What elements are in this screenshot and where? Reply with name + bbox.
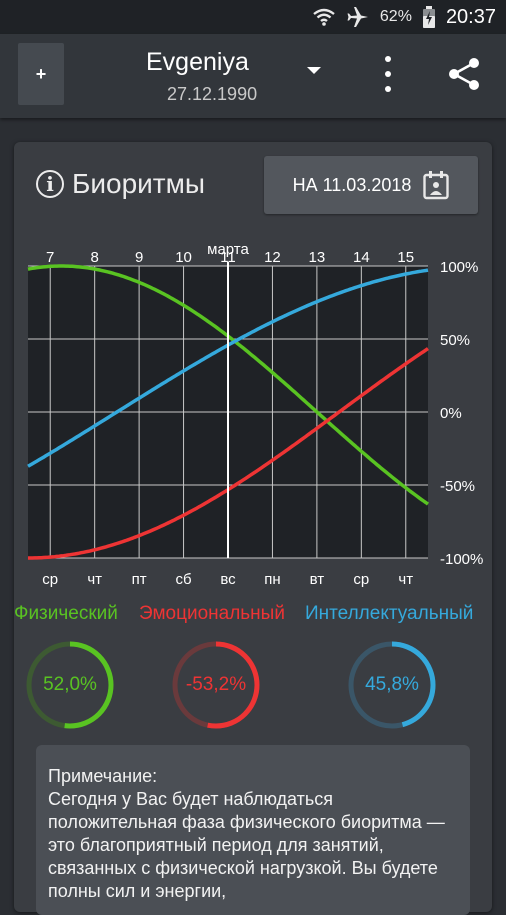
x-bottom-tick-label: сб — [176, 571, 192, 588]
profile-name[interactable]: Evgeniya — [146, 48, 249, 76]
legend-intellectual: Интеллектуальный — [305, 603, 474, 624]
date-button-label: НА 11.03.2018 — [292, 174, 412, 195]
clock: 20:37 — [445, 5, 496, 28]
legend-physical: Физический — [14, 603, 118, 624]
x-bottom-tick-label: чт — [87, 571, 102, 588]
profile-birthdate: 27.12.1990 — [167, 84, 258, 104]
x-top-tick-label: 8 — [90, 249, 98, 266]
month-label: марта — [207, 241, 249, 258]
gauge-fill — [348, 641, 436, 729]
x-top-tick-label: 9 — [135, 249, 143, 266]
wifi-icon — [313, 8, 335, 26]
more-vert-icon[interactable] — [378, 56, 398, 92]
note-panel: Примечание: Сегодня у Вас будет наблюдат… — [36, 745, 470, 915]
status-icons: 62% 20:37 — [312, 4, 496, 30]
intellectual-value: 45,8% — [365, 674, 419, 695]
card-title: i Биоритмы — [36, 168, 205, 200]
intellectual-gauge: 45,8% — [346, 639, 438, 731]
y-tick-label: 100% — [440, 259, 478, 276]
x-bottom-tick-label: пн — [264, 571, 280, 588]
gauge-fill — [172, 641, 260, 729]
emotional-value: -53,2% — [185, 674, 247, 695]
share-icon[interactable] — [446, 56, 482, 92]
legend-emotional: Эмоциональный — [139, 603, 285, 624]
y-tick-label: 50% — [440, 332, 470, 349]
x-bottom-tick-label: ср — [353, 571, 369, 588]
calendar-icon — [423, 171, 450, 200]
x-bottom-tick-label: пт — [132, 571, 147, 588]
airplane-icon — [347, 7, 368, 27]
battery-percent: 62% — [379, 8, 412, 25]
x-bottom-tick-label: вс — [220, 571, 236, 588]
x-top-tick-label: 14 — [353, 249, 370, 266]
biorhythm-chart: марта 7 ср 8 чт 9 пт 10 сб 11 вс 12 пн 13 вт 14 ср 15 чт 1… — [27, 241, 483, 588]
card-title-text: Биоритмы — [72, 168, 205, 199]
app-bar: + Evgeniya 27.12.1990 — [0, 34, 506, 118]
emotional-gauge: -53,2% — [170, 639, 262, 731]
x-top-tick-label: 11 — [220, 249, 236, 266]
x-top-tick-label: 12 — [264, 249, 281, 266]
add-profile-button[interactable]: + — [18, 43, 64, 105]
y-tick-label: -100% — [440, 551, 483, 568]
dropdown-icon[interactable] — [307, 67, 321, 74]
status-bar: 62% 20:37 — [0, 0, 506, 34]
gauge-fill — [26, 641, 114, 729]
x-bottom-tick-label: ср — [42, 571, 58, 588]
physical-value: 52,0% — [43, 674, 97, 695]
x-top-tick-label: 15 — [397, 249, 414, 266]
y-tick-label: -50% — [440, 478, 475, 495]
y-tick-label: 0% — [440, 405, 462, 422]
x-bottom-tick-label: вт — [310, 571, 325, 588]
x-top-tick-label: 10 — [175, 249, 192, 266]
info-icon[interactable]: i — [36, 170, 64, 198]
x-top-tick-label: 13 — [309, 249, 326, 266]
physical-gauge: 52,0% — [24, 639, 116, 731]
x-bottom-tick-label: чт — [398, 571, 413, 588]
x-top-tick-label: 7 — [46, 249, 54, 266]
battery-icon — [422, 6, 435, 28]
date-picker-button[interactable]: НА 11.03.2018 — [264, 156, 478, 214]
